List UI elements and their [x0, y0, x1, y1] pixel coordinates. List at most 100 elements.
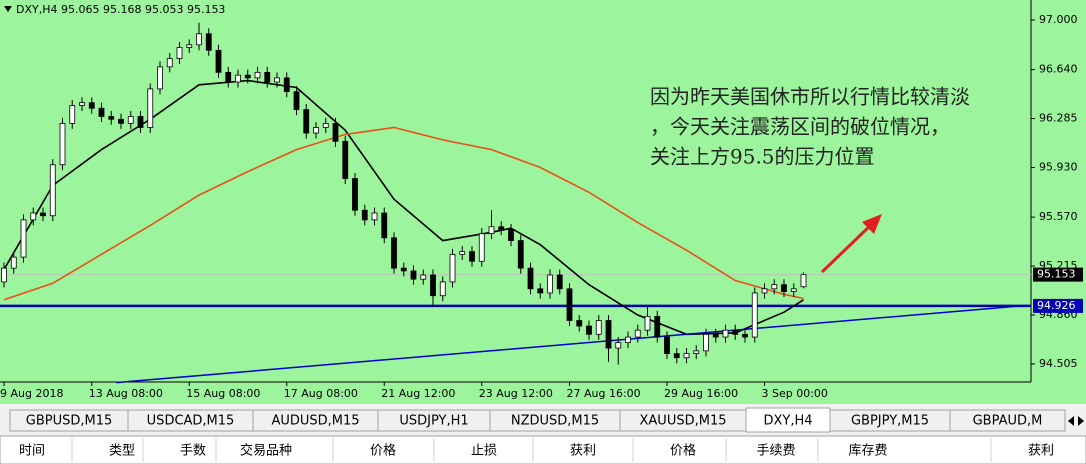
candle-body [20, 219, 27, 258]
candle-body [49, 164, 56, 217]
tab-label[interactable]: GBPJPY,M15 [851, 414, 929, 429]
candle-body [469, 251, 475, 262]
candle-body [400, 267, 407, 272]
x-tick-label: 13 Aug 08:00 [89, 387, 163, 400]
candle-body [147, 88, 154, 128]
candle-body [215, 49, 222, 73]
candle-body [761, 288, 768, 294]
candle-body [127, 116, 134, 124]
x-tick-label: 15 Aug 08:00 [186, 387, 260, 400]
arrow-head [862, 214, 882, 234]
candle-body [566, 288, 573, 321]
x-tick-label: 3 Sep 00:00 [762, 387, 828, 400]
x-tick-label: 21 Aug 12:00 [381, 387, 455, 400]
column-header[interactable]: 时间 [19, 444, 45, 459]
menu-triangle [4, 6, 12, 12]
candle-body [576, 320, 583, 327]
candle-body [371, 212, 378, 221]
candle-body [225, 71, 232, 83]
candle-body [88, 102, 95, 109]
tab-scroll-right[interactable] [1078, 416, 1084, 426]
candle-body [361, 209, 368, 221]
candle-body [342, 140, 349, 179]
y-tick-label: 94.505 [1039, 357, 1078, 370]
candle-body [654, 315, 661, 338]
candle-body [10, 256, 17, 269]
candle-body [508, 229, 514, 241]
candle-body [410, 270, 417, 280]
candle-body [634, 329, 641, 338]
candle-body [742, 333, 748, 338]
candle-body [430, 274, 436, 297]
candle-body [722, 329, 729, 338]
y-tick-label: 96.285 [1039, 112, 1078, 125]
candle-body [137, 116, 144, 128]
candle-body [537, 288, 544, 294]
x-tick-label: 17 Aug 08:00 [284, 387, 358, 400]
tab-label[interactable]: GBPAUD,M [973, 414, 1043, 429]
candle-body [30, 212, 37, 221]
candle-body [108, 116, 115, 120]
candle-body [322, 122, 329, 128]
candle-body [605, 320, 612, 349]
y-tick-label: 95.570 [1039, 210, 1078, 223]
x-tick-label: 23 Aug 12:00 [479, 387, 553, 400]
candle-body [420, 274, 427, 280]
candle-body [59, 122, 66, 166]
chart-header: DXY,H4 95.065 95.168 95.053 95.153 [16, 3, 225, 16]
tab-label[interactable]: NZDUSD,M15 [511, 414, 599, 429]
column-header[interactable]: 价格 [370, 443, 396, 459]
candle-body [673, 353, 680, 359]
tab-label[interactable]: USDCAD,M15 [147, 414, 235, 429]
candle-body [595, 320, 602, 335]
y-tick-label: 96.640 [1039, 63, 1078, 76]
candle-body [244, 74, 251, 79]
candle-body [205, 33, 212, 51]
tab-label[interactable]: XAUUSD,M15 [640, 414, 727, 429]
column-header[interactable]: 库存费 [848, 443, 887, 459]
candle-body [157, 66, 163, 90]
candle-body [664, 336, 670, 355]
support-price-box [1033, 298, 1083, 313]
candle-body [459, 251, 466, 255]
annotation: ，今天关注震荡区间的破位情况， [650, 115, 950, 139]
candle-body [352, 178, 358, 211]
column-header[interactable]: 手续费 [756, 444, 795, 459]
x-tick-label: 9 Aug 2018 [0, 387, 63, 400]
tab-scroll-left[interactable] [1068, 416, 1074, 426]
tab-label[interactable]: USDJPY,H1 [399, 414, 468, 429]
current-price-label: 95.153 [1037, 268, 1076, 281]
column-header[interactable]: 价格 [670, 443, 696, 459]
indicator-line [3, 126, 804, 301]
candle-body [254, 71, 261, 79]
candle-body [235, 74, 241, 83]
column-header[interactable]: 交易品种 [240, 443, 292, 459]
candle-body [449, 253, 456, 283]
x-tick-label: 29 Aug 16:00 [664, 387, 738, 400]
column-header[interactable]: 手数 [180, 444, 206, 459]
support-price-label: 94.926 [1037, 299, 1076, 312]
tab-label[interactable]: DXY,H4 [763, 414, 812, 429]
candle-body [703, 333, 709, 352]
chart-background [0, 0, 1086, 404]
candle-body [527, 267, 534, 290]
tab-label[interactable]: AUDUSD,M15 [271, 414, 359, 429]
tab-label[interactable]: GBPUSD,M15 [26, 414, 113, 429]
candle-body [381, 212, 388, 239]
candle-body [615, 342, 622, 349]
candle-body [264, 71, 271, 83]
column-header[interactable]: 获利 [1028, 444, 1054, 459]
candle-body [118, 118, 124, 124]
y-tick-label: 95.930 [1039, 160, 1078, 173]
column-header[interactable]: 获利 [570, 444, 596, 459]
candle-body [693, 350, 700, 355]
candle-body [186, 44, 193, 48]
candle-body [781, 284, 787, 292]
column-header[interactable]: 类型 [109, 444, 135, 459]
candle-body [625, 336, 631, 343]
column-header[interactable]: 止损 [471, 444, 497, 459]
candle-body [517, 240, 524, 269]
tab[interactable] [949, 409, 1066, 432]
